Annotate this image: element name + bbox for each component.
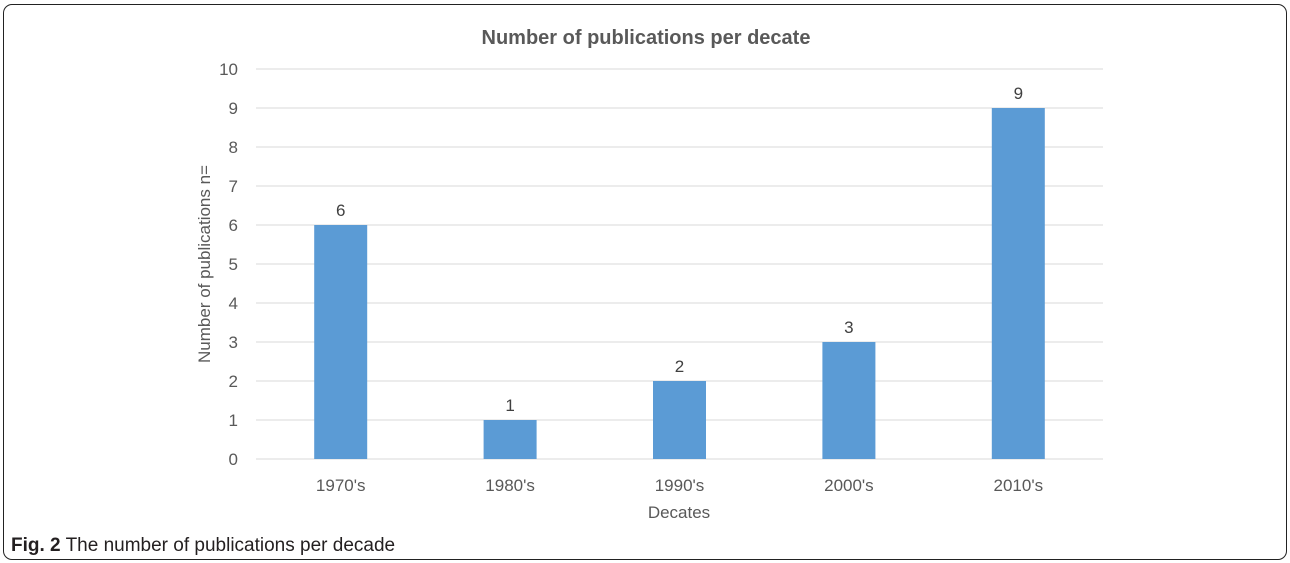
y-tick-label: 9 <box>229 99 238 118</box>
y-tick-label: 7 <box>229 177 238 196</box>
data-label: 6 <box>336 201 345 220</box>
gridlines <box>256 68 1103 460</box>
y-tick-label: 0 <box>229 450 238 469</box>
data-label: 3 <box>844 318 853 337</box>
x-tick-label: 2000's <box>824 476 874 495</box>
data-label: 9 <box>1014 84 1023 103</box>
data-label: 1 <box>505 396 514 415</box>
x-axis-title: Decates <box>648 503 710 522</box>
figure-caption: Fig. 2 The number of publications per de… <box>11 535 395 557</box>
y-tick-label: 6 <box>229 216 238 235</box>
bars <box>314 108 1045 459</box>
y-tick-label: 5 <box>229 255 238 274</box>
x-tick-label: 1990's <box>655 476 705 495</box>
y-axis-title: Number of publications n= <box>195 165 214 363</box>
y-tick-label: 2 <box>229 372 238 391</box>
x-tick-label: 2010's <box>994 476 1044 495</box>
x-axis-ticks: 1970's 1980's 1990's 2000's 2010's <box>316 476 1043 495</box>
y-tick-label: 3 <box>229 333 238 352</box>
y-tick-label: 4 <box>229 294 238 313</box>
y-tick-label: 1 <box>229 411 238 430</box>
bar-chart: Number of publications per decate 0 1 2 3 4 5… <box>195 27 1103 522</box>
y-axis-ticks: 0 1 2 3 4 5 6 7 8 9 10 <box>219 60 238 469</box>
figure-caption-text: The number of publications per decade <box>65 535 396 556</box>
bar <box>653 381 706 459</box>
data-label: 2 <box>675 357 684 376</box>
bar <box>483 420 537 459</box>
figure-frame <box>3 4 1287 560</box>
data-labels: 6 1 2 3 9 <box>336 84 1023 415</box>
x-tick-label: 1970's <box>316 476 366 495</box>
bar <box>991 108 1045 459</box>
y-tick-label: 10 <box>219 60 238 79</box>
bar <box>314 225 368 459</box>
y-tick-label: 8 <box>229 138 238 157</box>
x-tick-label: 1980's <box>485 476 535 495</box>
bar <box>822 342 876 459</box>
chart-title: Number of publications per decate <box>482 27 811 49</box>
figure-label: Fig. 2 <box>11 535 61 556</box>
